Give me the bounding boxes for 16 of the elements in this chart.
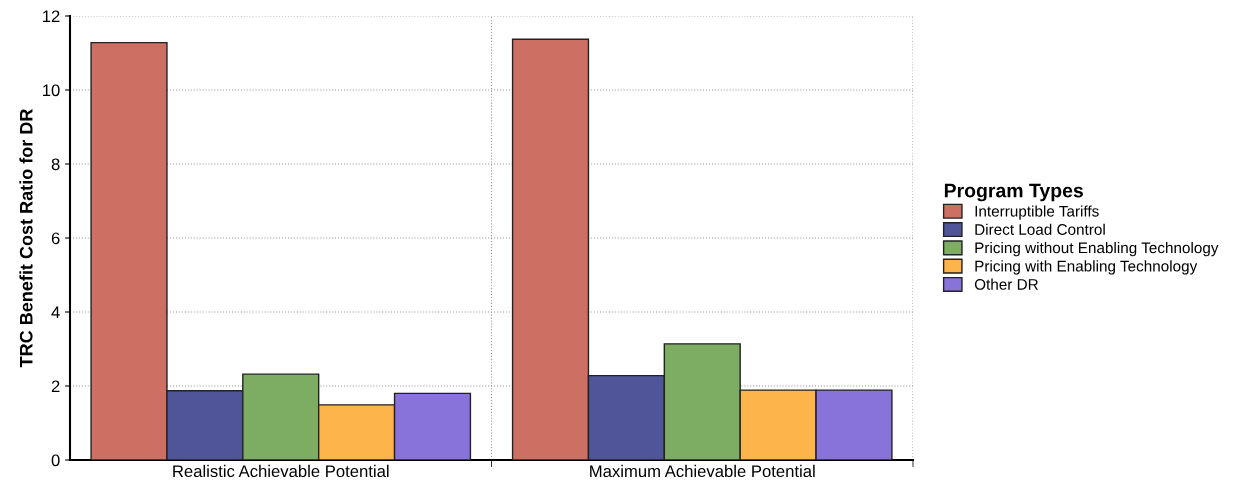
y-tick-label: 0 xyxy=(51,454,60,467)
y-axis-title: TRC Benefit Cost Ratio for DR xyxy=(19,108,33,368)
legend-label: Interruptible Tariffs xyxy=(975,205,1099,220)
y-tick-label: 8 xyxy=(51,158,60,171)
legend-label: Pricing without Enabling Technology xyxy=(975,242,1219,257)
y-tick-label: 12 xyxy=(43,10,60,23)
y-tick-label: 6 xyxy=(51,232,60,245)
y-tick-label: 10 xyxy=(43,84,60,97)
legend-label: Direct Load Control xyxy=(975,223,1105,235)
legend-label: Pricing with Enabling Technology xyxy=(975,260,1198,275)
legend-title: Program Types xyxy=(944,183,1083,202)
legend-label: Other DR xyxy=(974,278,1038,290)
x-tick-label: Realistic Achievable Potential xyxy=(173,464,389,478)
y-tick-label: 2 xyxy=(51,380,60,393)
x-tick-label: Maximum Achievable Potential xyxy=(590,464,815,478)
y-tick-label: 4 xyxy=(51,306,60,319)
